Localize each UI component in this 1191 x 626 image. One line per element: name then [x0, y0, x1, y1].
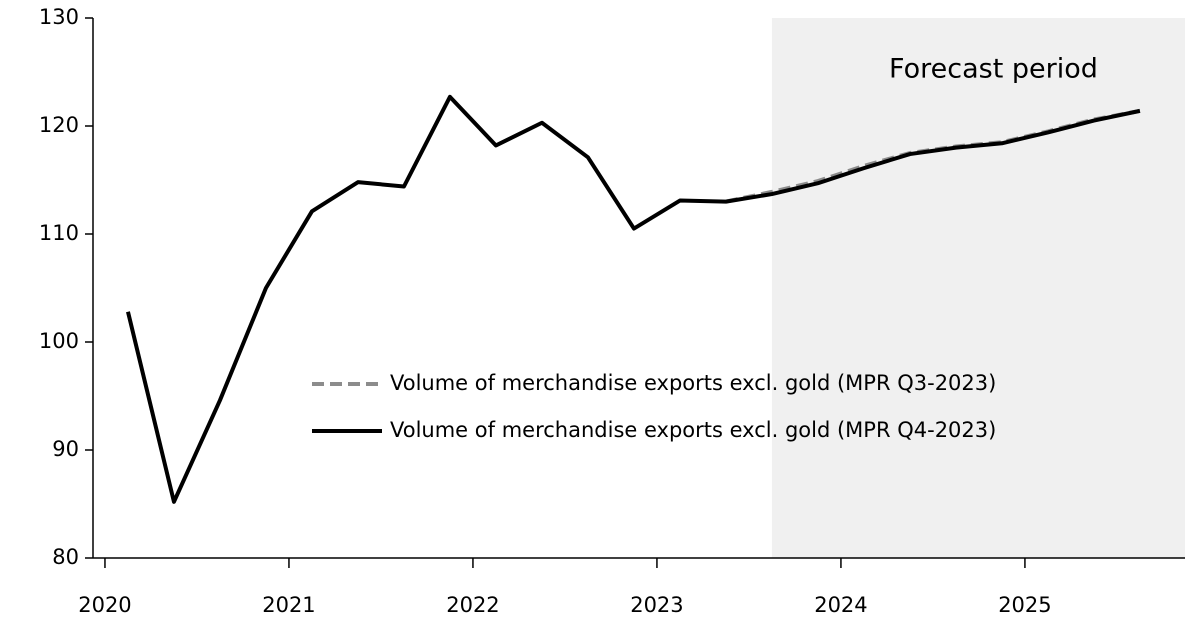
x-tick-label: 2021: [262, 593, 315, 617]
y-tick-label: 120: [39, 113, 79, 137]
forecast-region: [771, 18, 1185, 558]
forecast-label: Forecast period: [889, 54, 1098, 85]
x-tick-label: 2023: [630, 593, 683, 617]
y-tick-label: 110: [39, 221, 79, 245]
x-tick-label: 2022: [446, 593, 499, 617]
y-tick-label: 100: [39, 329, 79, 353]
y-tick-label: 80: [52, 545, 79, 569]
x-tick-label: 2020: [78, 593, 131, 617]
y-tick-label: 90: [52, 437, 79, 461]
legend-label: Volume of merchandise exports excl. gold…: [390, 371, 996, 395]
legend-label: Volume of merchandise exports excl. gold…: [390, 418, 996, 442]
x-tick-label: 2024: [814, 593, 867, 617]
y-tick-label: 130: [39, 5, 79, 29]
x-tick-label: 2025: [998, 593, 1051, 617]
series-line: [126, 94, 1141, 504]
